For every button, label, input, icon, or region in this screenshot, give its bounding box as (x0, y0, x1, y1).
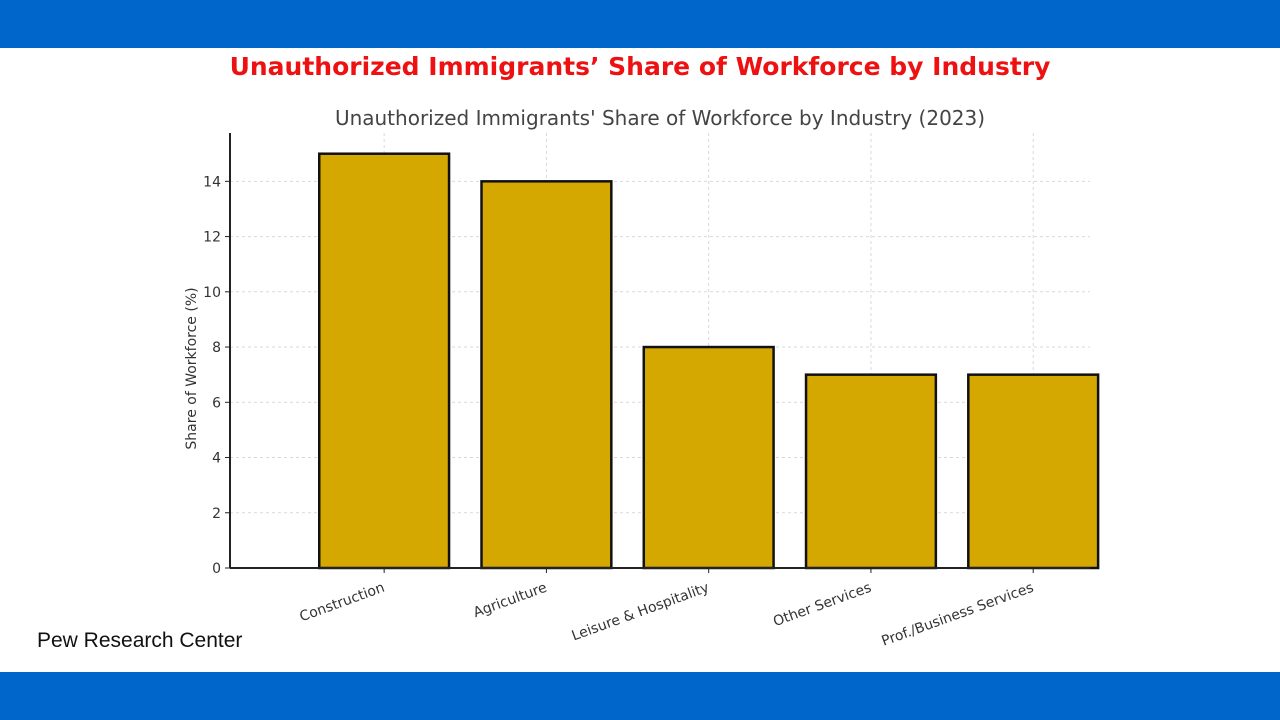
chart-title: Unauthorized Immigrants' Share of Workfo… (335, 106, 985, 130)
y-tick-label: 10 (203, 285, 221, 301)
x-tick-label: Prof./Business Services (880, 580, 1036, 650)
y-tick-label: 8 (212, 340, 221, 356)
top-banner (0, 0, 1280, 48)
bar-leisure-hospitality (642, 345, 775, 570)
bars (317, 152, 1100, 570)
y-tick-label: 14 (203, 174, 221, 190)
y-tick-label: 12 (203, 230, 221, 246)
y-tick-labels: 0 2 4 6 8 10 12 14 (203, 174, 221, 577)
source-credit: Pew Research Center (37, 629, 243, 652)
y-tick-label: 0 (212, 561, 221, 577)
x-tick-label: Agriculture (471, 580, 549, 621)
y-tick-label: 2 (212, 506, 221, 522)
x-tick-label: Leisure & Hospitality (570, 580, 712, 645)
y-tick-label: 4 (212, 451, 221, 467)
x-tick-label: Other Services (771, 580, 873, 630)
slide-title: Unauthorized Immigrants’ Share of Workfo… (229, 52, 1051, 81)
x-tick-label: Construction (298, 580, 387, 626)
bar-prof-business-services (967, 373, 1100, 570)
bar-agriculture (480, 180, 613, 570)
bar-other-services (804, 373, 938, 570)
axes (225, 133, 1090, 573)
x-tick-labels: Construction Agriculture Leisure & Hospita… (298, 580, 1036, 650)
bar-construction (317, 152, 451, 570)
bottom-banner (0, 672, 1280, 720)
y-tick-label: 6 (212, 395, 221, 411)
y-axis-label: Share of Workforce (%) (184, 287, 200, 449)
